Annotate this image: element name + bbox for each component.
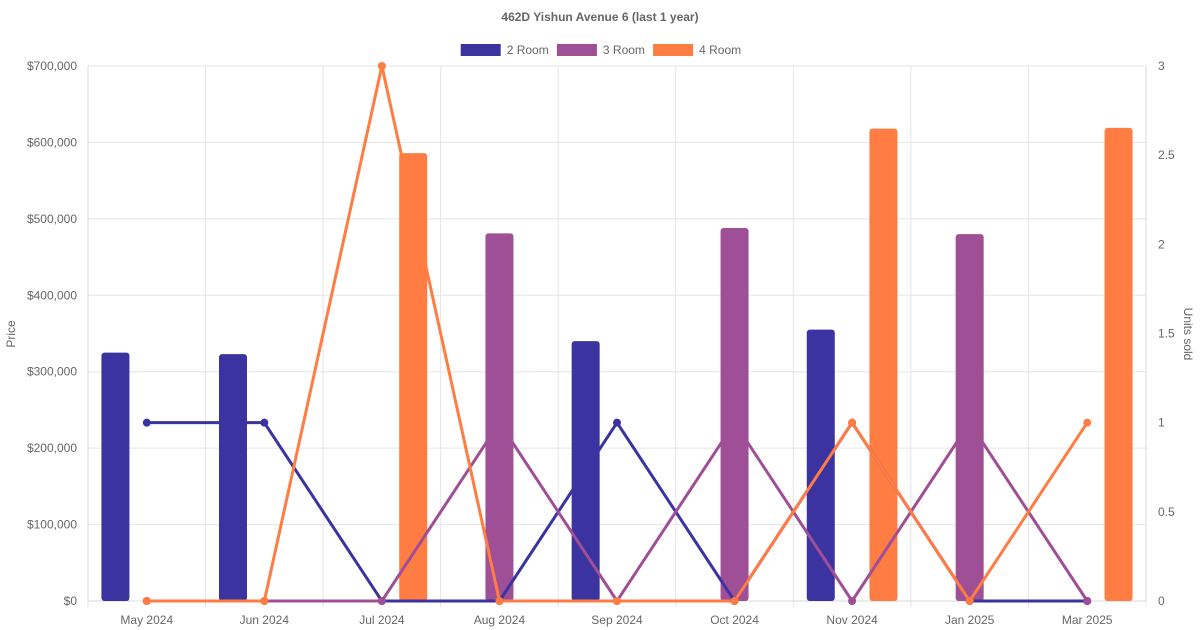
point-4-room — [1083, 418, 1092, 427]
x-tick-label: Sep 2024 — [591, 613, 643, 627]
y-axis-right-title: Units sold — [1181, 308, 1195, 361]
bar-3-room — [955, 234, 984, 601]
legend: 2 Room 3 Room 4 Room — [460, 43, 741, 57]
legend-item-2-room[interactable]: 2 Room — [460, 43, 549, 57]
point-3-room — [495, 418, 504, 427]
bar-3-room — [720, 228, 749, 601]
point-3-room — [377, 597, 386, 605]
y-left-tick-label: $400,000 — [27, 288, 77, 302]
bar-3-room — [485, 233, 514, 601]
point-4-room — [142, 597, 151, 605]
x-tick-label: Jul 2024 — [359, 613, 405, 627]
x-tick-label: Mar 2025 — [1062, 613, 1113, 627]
y-right-tick-label: 0 — [1158, 594, 1165, 608]
bar-4-room — [1104, 127, 1133, 602]
point-2-room — [260, 418, 269, 427]
point-3-room — [848, 597, 857, 605]
y-right-tick-label: 1.5 — [1158, 327, 1175, 341]
x-tick-label: Nov 2024 — [826, 613, 878, 627]
legend-item-4-room[interactable]: 4 Room — [653, 43, 741, 57]
point-4-room — [965, 597, 974, 605]
y-right-tick-label: 2.5 — [1158, 148, 1175, 162]
x-tick-label: Jun 2024 — [240, 613, 290, 627]
y-left-tick-label: $700,000 — [27, 59, 77, 73]
y-left-tick-label: $100,000 — [27, 518, 77, 532]
y-left-tick-label: $500,000 — [27, 212, 77, 226]
point-2-room — [613, 418, 621, 427]
line-3-room — [146, 421, 1089, 603]
y-left-tick-label: $200,000 — [27, 441, 77, 455]
chart-title: 462D Yishun Avenue 6 (last 1 year) — [501, 10, 698, 24]
point-3-room — [965, 418, 974, 427]
bar-2-room — [806, 329, 835, 601]
y-right-tick-label: 0.5 — [1158, 505, 1175, 519]
point-4-room — [730, 597, 739, 605]
bar-2-room — [218, 354, 247, 601]
bars — [101, 127, 1133, 602]
axes: $0 $100,000 $200,000 $300,000 $400,000 $500,0… — [27, 59, 1175, 627]
points — [142, 62, 1092, 605]
point-3-room — [730, 418, 739, 427]
legend-swatch — [556, 44, 597, 56]
legend-label: 4 Room — [699, 43, 741, 57]
legend-swatch — [653, 44, 694, 56]
x-tick-label: Aug 2024 — [474, 613, 526, 627]
y-left-tick-label: $600,000 — [27, 135, 77, 149]
y-right-tick-label: 2 — [1158, 237, 1165, 251]
point-4-room — [848, 418, 857, 427]
point-2-room — [142, 418, 151, 427]
x-tick-label: Jan 2025 — [945, 613, 995, 627]
y-left-tick-label: $0 — [64, 594, 78, 608]
point-4-room — [613, 597, 621, 605]
point-3-room — [1083, 597, 1092, 605]
line-4-room — [146, 64, 1089, 603]
point-4-room — [495, 597, 504, 605]
lines — [146, 64, 1089, 603]
legend-item-3-room[interactable]: 3 Room — [556, 43, 645, 57]
x-tick-label: Oct 2024 — [710, 613, 759, 627]
y-right-tick-label: 1 — [1158, 416, 1165, 430]
bar-4-room — [869, 128, 898, 601]
y-right-tick-label: 3 — [1158, 59, 1165, 73]
y-axis-left-title: Price — [4, 320, 18, 348]
point-4-room — [260, 597, 269, 605]
line-2-room — [146, 421, 1088, 603]
x-tick-label: May 2024 — [120, 613, 173, 627]
legend-label: 3 Room — [603, 43, 645, 57]
point-4-room — [377, 62, 386, 70]
bar-2-room — [101, 352, 130, 601]
legend-label: 2 Room — [507, 43, 549, 57]
y-left-tick-label: $300,000 — [27, 365, 77, 379]
legend-swatch — [460, 44, 501, 56]
bar-4-room — [399, 153, 428, 601]
